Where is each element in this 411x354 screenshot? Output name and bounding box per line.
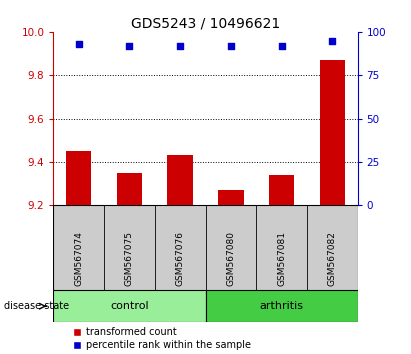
Text: GSM567080: GSM567080	[226, 231, 236, 286]
Point	[278, 43, 285, 48]
Bar	[269, 175, 294, 205]
Point	[228, 43, 234, 48]
Legend: transformed count, percentile rank within the sample: transformed count, percentile rank withi…	[74, 327, 251, 350]
Title: GDS5243 / 10496621: GDS5243 / 10496621	[131, 17, 280, 31]
Bar	[117, 173, 142, 205]
Text: GSM567075: GSM567075	[125, 231, 134, 286]
Text: GSM567081: GSM567081	[277, 231, 286, 286]
Text: GSM567076: GSM567076	[175, 231, 185, 286]
Text: GSM567074: GSM567074	[74, 231, 83, 286]
Bar	[319, 60, 345, 205]
FancyBboxPatch shape	[206, 290, 358, 322]
Point	[177, 43, 183, 48]
Point	[76, 41, 82, 47]
Text: GSM567082: GSM567082	[328, 231, 337, 286]
Bar	[168, 155, 193, 205]
Point	[329, 38, 335, 43]
FancyBboxPatch shape	[53, 290, 206, 322]
Bar	[66, 151, 91, 205]
FancyBboxPatch shape	[53, 205, 358, 290]
Bar	[218, 190, 243, 205]
Point	[126, 43, 133, 48]
Text: control: control	[110, 301, 149, 311]
Text: arthritis: arthritis	[259, 301, 304, 311]
Text: disease state: disease state	[4, 301, 69, 311]
